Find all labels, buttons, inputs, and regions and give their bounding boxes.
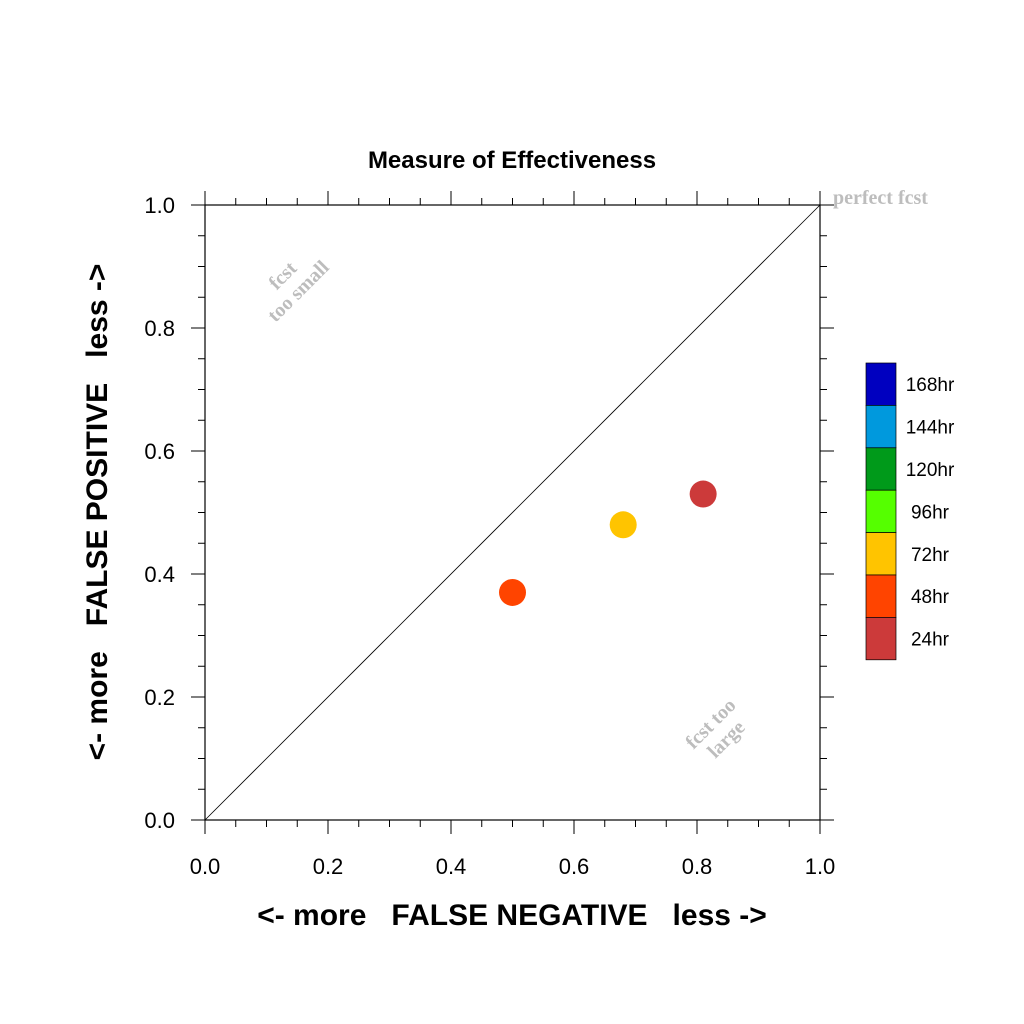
perfect-forecast-line	[204, 204, 821, 821]
legend-swatch-24hr	[865, 617, 897, 661]
y-tick-label: 0.6	[144, 439, 175, 464]
legend-label-144hr: 144hr	[906, 418, 955, 439]
y-tick-label: 0.4	[144, 562, 175, 587]
x-tick-label: 0.4	[436, 854, 467, 879]
legend-label-24hr: 24hr	[911, 630, 950, 651]
data-point-24hr	[689, 480, 717, 508]
y-tick-label: 0.8	[144, 316, 175, 341]
fcst-too-small-line2: too small	[263, 256, 333, 326]
legend-label-96hr: 96hr	[911, 502, 950, 523]
legend-label-120hr: 120hr	[906, 460, 955, 481]
x-tick-label: 0.0	[190, 854, 221, 879]
legend-swatch-96hr	[865, 489, 897, 533]
legend-label-72hr: 72hr	[911, 545, 950, 566]
legend-label-168hr: 168hr	[906, 375, 955, 396]
data-point-48hr	[499, 578, 526, 606]
y-tick-label: 0.0	[144, 808, 175, 833]
y-tick-label: 0.2	[144, 685, 175, 710]
legend: 168hr 144hr 120hr 96hr 72hr 48hr 24hr	[865, 362, 955, 661]
legend-swatch-48hr	[865, 574, 897, 618]
legend-label-48hr: 48hr	[911, 587, 950, 608]
x-tick-label: 0.2	[313, 854, 344, 879]
x-tick-label: 0.8	[682, 854, 713, 879]
plot-area: 0.0 0.2 0.4 0.6 0.8 1.0 0.0 0.2 0.4 0.6 0.8 1.0	[144, 191, 835, 879]
data-point-72hr	[609, 511, 637, 539]
chart-title: Measure of Effectiveness	[368, 147, 656, 174]
legend-swatch-120hr	[865, 447, 897, 491]
y-tick-label: 1.0	[144, 193, 175, 218]
legend-swatch-168hr	[865, 362, 897, 406]
fcst-too-small-annotation: fcst too small	[263, 256, 333, 326]
x-axis-title: <- more FALSE NEGATIVE less ->	[257, 899, 767, 932]
fcst-too-large-annotation: fcst too large	[681, 694, 749, 762]
legend-swatch-144hr	[865, 405, 897, 449]
y-axis-title: <- more FALSE POSITIVE less ->	[81, 264, 114, 761]
perfect-fcst-annotation: perfect fcst	[833, 187, 928, 209]
x-tick-label: 0.6	[559, 854, 590, 879]
x-tick-label: 1.0	[805, 854, 836, 879]
legend-swatch-72hr	[865, 532, 897, 576]
